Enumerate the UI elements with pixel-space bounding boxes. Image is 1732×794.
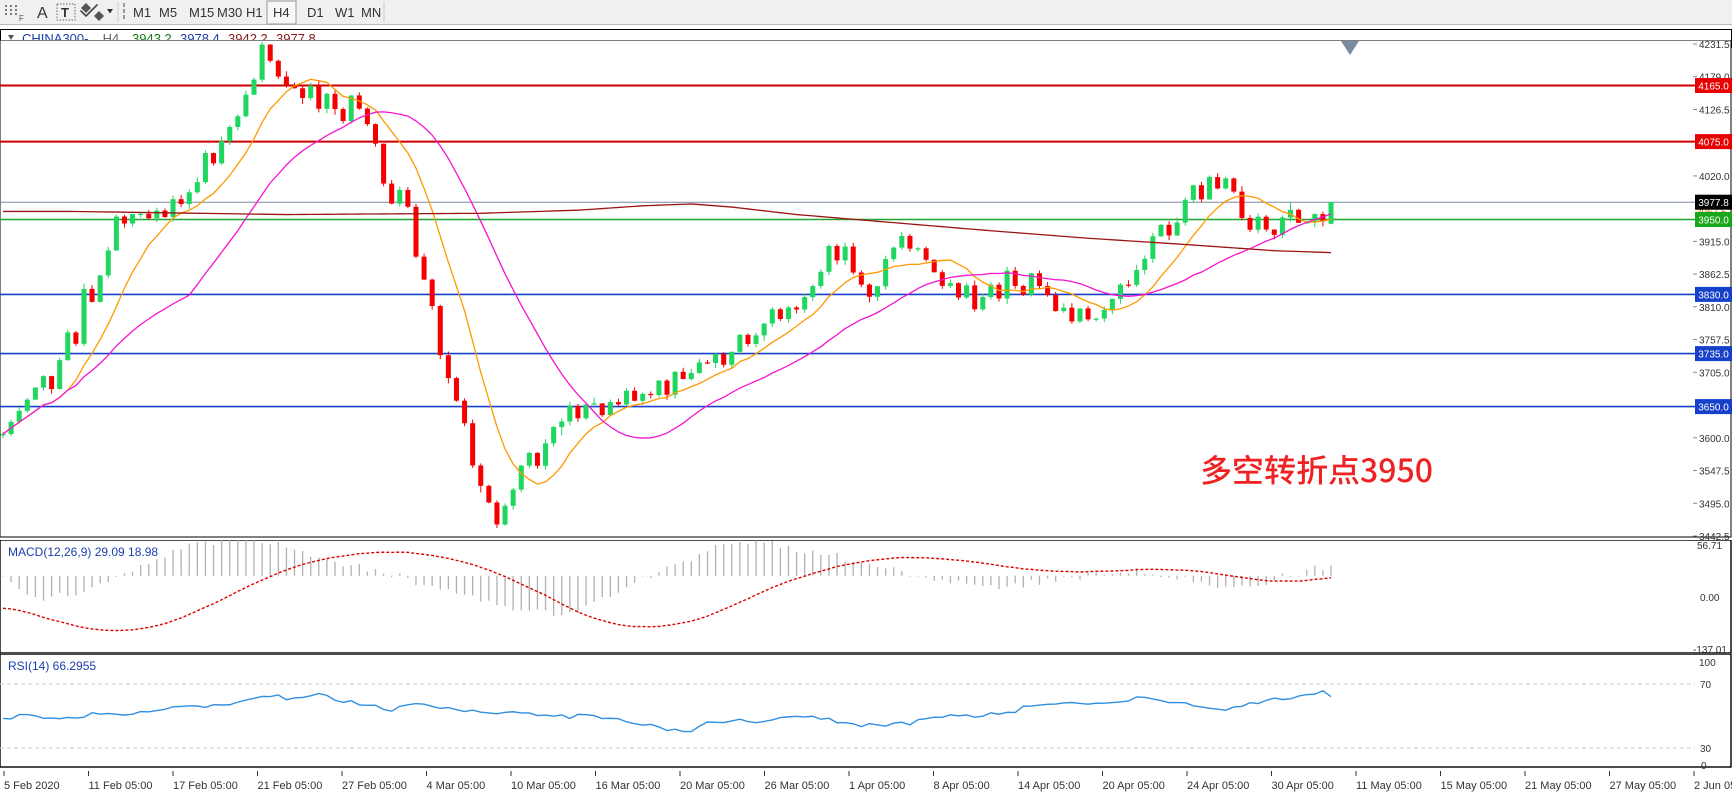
svg-text:4 Mar 05:00: 4 Mar 05:00: [427, 780, 486, 792]
svg-text:4075.0: 4075.0: [1698, 138, 1729, 149]
svg-text:11 Feb 05:00: 11 Feb 05:00: [89, 780, 153, 792]
svg-text:3735.0: 3735.0: [1698, 350, 1729, 361]
svg-text:24 Apr 05:00: 24 Apr 05:00: [1187, 780, 1249, 792]
svg-text:20 Mar 05:00: 20 Mar 05:00: [680, 780, 745, 792]
svg-text:3442.5: 3442.5: [1699, 532, 1730, 540]
svg-text:21 May 05:00: 21 May 05:00: [1525, 780, 1592, 792]
svg-text:10 Mar 05:00: 10 Mar 05:00: [511, 780, 576, 792]
svg-text:3600.0: 3600.0: [1699, 434, 1730, 445]
svg-text:3810.0: 3810.0: [1699, 303, 1730, 314]
svg-text:4231.5: 4231.5: [1699, 40, 1730, 51]
svg-text:3915.0: 3915.0: [1699, 237, 1730, 248]
svg-text:4165.0: 4165.0: [1698, 82, 1729, 93]
svg-text:3977.8: 3977.8: [1698, 198, 1729, 209]
svg-text:3862.5: 3862.5: [1699, 270, 1730, 281]
svg-text:5 Feb 2020: 5 Feb 2020: [4, 780, 60, 792]
svg-text:3547.5: 3547.5: [1699, 467, 1730, 478]
svg-text:3495.0: 3495.0: [1699, 499, 1730, 510]
svg-text:8 Apr 05:00: 8 Apr 05:00: [934, 780, 990, 792]
svg-text:17 Feb 05:00: 17 Feb 05:00: [173, 780, 238, 792]
svg-text:70: 70: [1700, 680, 1712, 691]
svg-text:3830.0: 3830.0: [1698, 290, 1729, 301]
svg-text:16 Mar 05:00: 16 Mar 05:00: [596, 780, 661, 792]
svg-text:3705.0: 3705.0: [1699, 368, 1730, 379]
svg-text:15 May 05:00: 15 May 05:00: [1441, 780, 1508, 792]
svg-text:30 Apr 05:00: 30 Apr 05:00: [1272, 780, 1334, 792]
svg-text:1 Apr 05:00: 1 Apr 05:00: [849, 780, 905, 792]
svg-text:30: 30: [1700, 744, 1712, 755]
svg-text:21 Feb 05:00: 21 Feb 05:00: [258, 780, 323, 792]
svg-text:100: 100: [1699, 658, 1716, 669]
svg-text:3950.0: 3950.0: [1698, 216, 1729, 227]
svg-text:27 Feb 05:00: 27 Feb 05:00: [342, 780, 407, 792]
svg-text:27 May 05:00: 27 May 05:00: [1610, 780, 1677, 792]
svg-text:2 Jun 05:00: 2 Jun 05:00: [1694, 780, 1732, 792]
svg-text:0.00: 0.00: [1700, 593, 1720, 604]
svg-text:26 Mar 05:00: 26 Mar 05:00: [765, 780, 830, 792]
svg-text:11 May 05:00: 11 May 05:00: [1356, 780, 1422, 792]
svg-text:3650.0: 3650.0: [1698, 403, 1729, 414]
svg-text:-137.01: -137.01: [1693, 645, 1727, 654]
svg-text:3757.5: 3757.5: [1699, 336, 1730, 347]
svg-text:14 Apr 05:00: 14 Apr 05:00: [1018, 780, 1080, 792]
svg-text:20 Apr 05:00: 20 Apr 05:00: [1103, 780, 1165, 792]
svg-text:4126.5: 4126.5: [1699, 106, 1730, 117]
svg-text:56.71: 56.71: [1697, 541, 1722, 552]
svg-text:4020.0: 4020.0: [1699, 172, 1730, 183]
